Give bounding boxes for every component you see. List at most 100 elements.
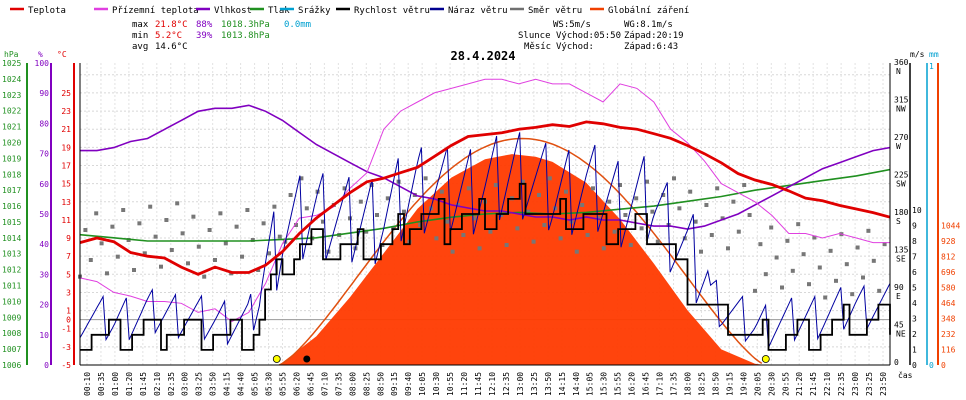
wind-direction-dot [850, 292, 855, 297]
wind-direction-dot [688, 189, 693, 194]
wind-direction-dot [234, 224, 239, 229]
wind-direction-dot [493, 183, 498, 187]
wind-direction-dot [672, 176, 676, 181]
stat-max-label: max [132, 20, 149, 30]
tick-direction-code: N [896, 67, 901, 76]
stat-min-label: min [132, 31, 148, 41]
wind-direction-dot [504, 243, 509, 247]
wind-direction-dot [612, 229, 617, 234]
tick-time: 02:35 [167, 372, 176, 396]
wind-direction-dot [693, 219, 698, 224]
legend-label: Tlak [268, 6, 290, 16]
wind-direction-dot [180, 231, 185, 236]
wind-direction-dot [304, 206, 309, 211]
tick-time: 16:20 [628, 372, 637, 396]
wind-direction-dot [520, 179, 525, 184]
wind-direction-dot [375, 213, 379, 217]
wind-direction-dot [531, 239, 536, 244]
tick-time: 20:30 [767, 372, 776, 396]
wind-direction-dot [439, 189, 444, 194]
wind-direction-dot [137, 221, 142, 226]
wind-direction-dot [580, 203, 585, 207]
wind-direction-dot [461, 233, 466, 237]
info-moon-label: Měsíc [524, 42, 551, 52]
wind-direction-dot [758, 242, 763, 247]
tick-c: 3 [66, 288, 71, 297]
wind-direction-dot [186, 261, 190, 266]
tick-hpa: 1019 [2, 154, 21, 163]
tick-c: 25 [61, 89, 71, 98]
wind-direction-dot [105, 271, 109, 276]
wind-direction-dot [753, 288, 757, 293]
tick-pct: 30 [39, 270, 49, 279]
series-wind-speed [80, 182, 891, 351]
wind-direction-dot [650, 209, 655, 214]
wind-direction-dot [294, 223, 298, 227]
tick-time: 08:50 [376, 372, 385, 396]
tick-time: 11:20 [460, 372, 469, 396]
tick-direction-code: SE [896, 255, 906, 264]
tick-direction: 360 [894, 58, 909, 67]
tick-time: 22:35 [837, 372, 846, 396]
wind-direction-dot [682, 236, 687, 241]
tick-hpa: 1008 [2, 329, 21, 338]
wind-direction-dot [585, 233, 590, 237]
info-wg: WG:8.1m/s [624, 20, 673, 30]
wind-direction-dot [159, 264, 163, 269]
wind-direction-dot [720, 216, 725, 221]
tick-pct: 60 [39, 180, 49, 189]
legend-label: Rychlost větru [354, 6, 430, 16]
wind-direction-dot [321, 219, 325, 224]
wind-direction-dot [812, 235, 817, 240]
tick-time: 10:55 [446, 372, 455, 396]
wind-direction-dot [385, 196, 390, 201]
wind-direction-dot [844, 262, 849, 267]
wind-direction-dot [747, 213, 752, 217]
tick-time: 06:20 [292, 372, 301, 396]
tick-pct: 40 [39, 240, 49, 249]
info-sunset: Západ:20:19 [624, 31, 684, 41]
tick-time: 23:25 [865, 372, 874, 396]
tick-hpa: 1024 [2, 75, 21, 84]
info-moonset: Západ:6:43 [624, 42, 678, 52]
tick-c: 0 [66, 316, 71, 325]
wind-direction-dot [267, 251, 271, 256]
info-sun-label: Slunce [518, 31, 551, 41]
tick-ms: 5 [912, 284, 917, 293]
wind-direction-dot [250, 238, 255, 242]
tick-time: 04:40 [237, 372, 246, 396]
tick-time: 09:40 [404, 372, 413, 396]
wind-direction-dot [780, 285, 784, 290]
wind-direction-dot [677, 206, 682, 211]
tick-time: 14:40 [572, 372, 581, 396]
wind-direction-dot [834, 278, 838, 283]
tick-time: 13:00 [516, 372, 525, 396]
tick-time: 04:15 [223, 372, 232, 396]
moonset-marker [303, 355, 311, 363]
series-ground-temperature [79, 78, 890, 323]
tick-radiation: 464 [941, 299, 956, 308]
wind-direction-dot [828, 248, 833, 253]
wind-direction-dot [796, 222, 801, 227]
tick-hpa: 1011 [2, 282, 21, 291]
wind-direction-dot [213, 258, 217, 262]
tick-time: 15:05 [586, 372, 595, 396]
tick-c: 11 [61, 216, 71, 225]
chart-axes: hPa% °C m/s mmčas10251024102310221021102010… [2, 50, 960, 396]
stat-temp-max: 21.8°C [155, 20, 188, 30]
wind-direction-dot [175, 201, 180, 206]
wind-direction-dot [704, 203, 709, 207]
wind-direction-dot [169, 248, 174, 252]
wind-direction-dot [88, 258, 93, 262]
tick-ms: 4 [912, 299, 917, 308]
tick-time: 05:30 [265, 372, 274, 396]
tick-time: 19:15 [725, 372, 734, 396]
tick-c: -5 [61, 361, 71, 370]
wind-direction-dot [342, 186, 347, 191]
tick-time: 18:50 [711, 372, 720, 396]
tick-direction: 270 [894, 133, 909, 142]
legend-label: Náraz větru [448, 6, 508, 16]
wind-direction-dot [99, 241, 104, 246]
axis-pct-unit: % [38, 50, 43, 59]
tick-time: 13:50 [544, 372, 553, 396]
